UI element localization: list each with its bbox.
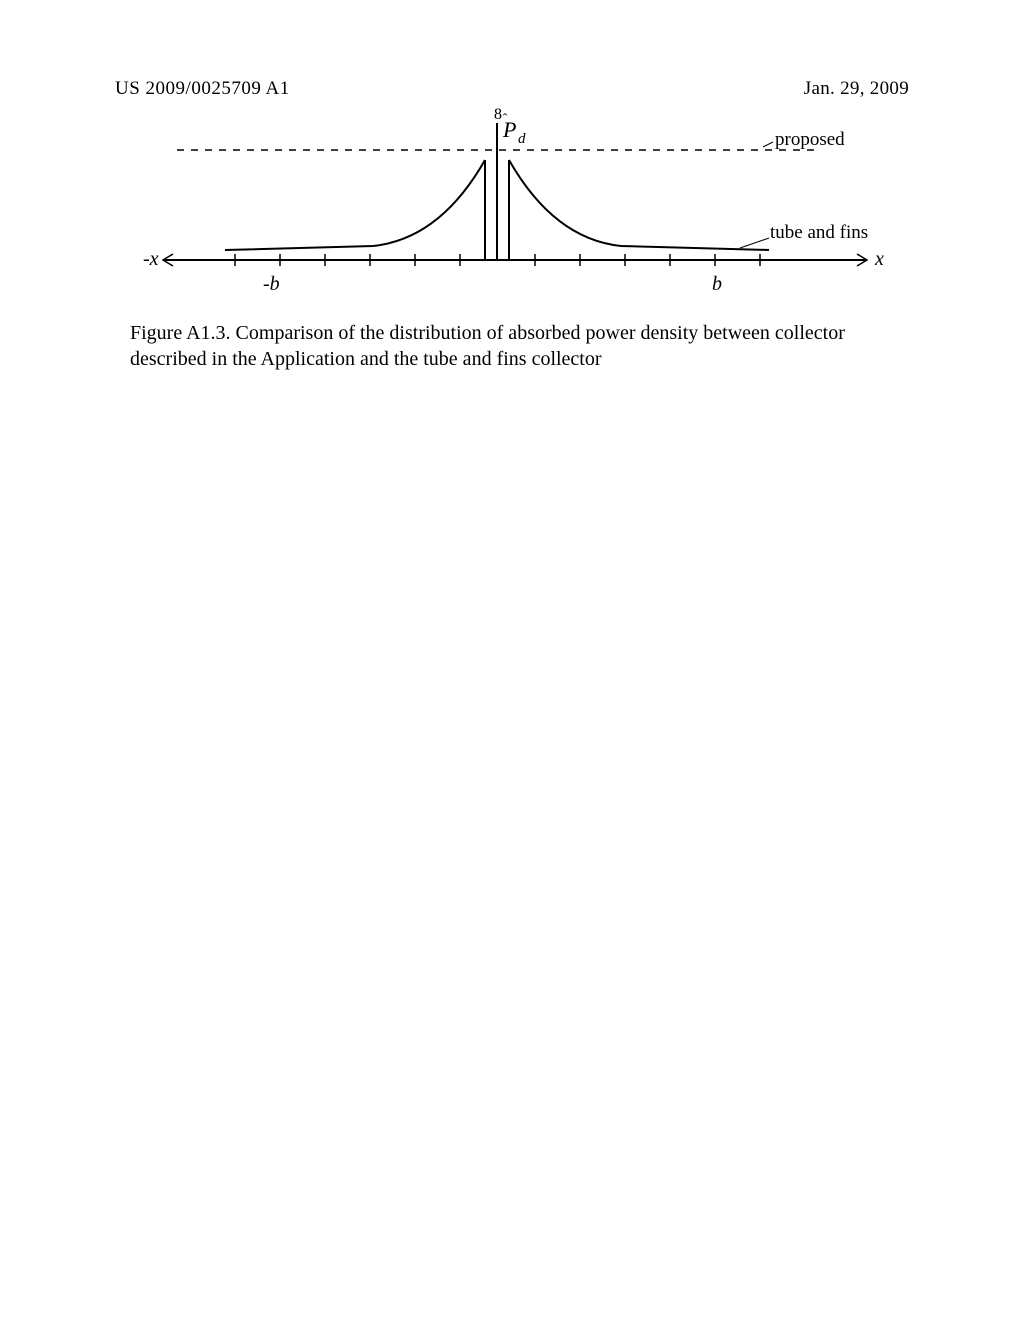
figure-caption: Figure A1.3. Comparison of the distribut…	[130, 320, 900, 372]
publication-number: US 2009/0025709 A1	[115, 78, 290, 100]
y-axis-label-hat: ̂	[502, 113, 508, 115]
tube-fins-label: tube and fins	[770, 222, 868, 243]
x-axis-left-label: -x	[143, 248, 159, 270]
publication-date: Jan. 29, 2009	[804, 78, 909, 100]
b-right-label: b	[712, 273, 722, 295]
y-axis-label-d: d	[518, 131, 526, 147]
page-header: US 2009/0025709 A1 Jan. 29, 2009	[0, 78, 1024, 100]
figure-a1-3: 8 P ̂ d -x x -b b proposed tube and fins	[115, 105, 915, 315]
tube-fins-curve-left	[225, 160, 485, 250]
y-axis-label-p: P	[502, 117, 516, 142]
infinity-marker: 8	[494, 106, 502, 123]
tube-fins-curve-right	[509, 160, 769, 250]
proposed-label: proposed	[775, 129, 845, 150]
b-left-label: -b	[263, 273, 280, 295]
figure-svg: 8 P ̂ d -x x -b b proposed tube and fins	[115, 105, 915, 315]
x-axis-right-label: x	[874, 248, 884, 270]
proposed-leader	[763, 142, 773, 147]
tube-fins-leader	[740, 238, 769, 248]
